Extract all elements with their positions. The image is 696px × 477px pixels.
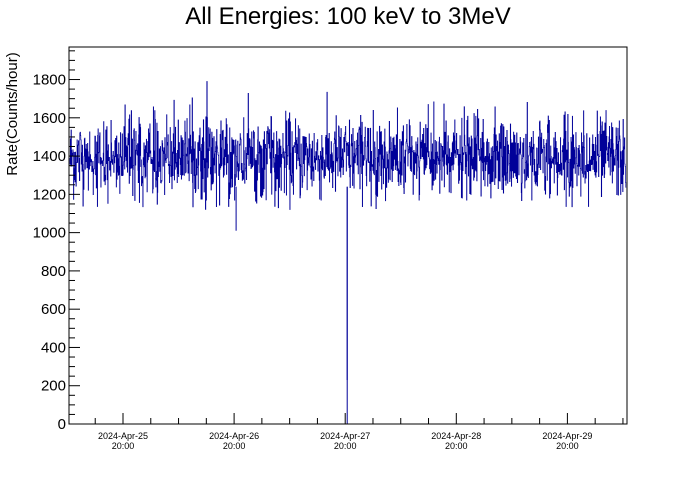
- y-tick-label: 1600: [33, 110, 66, 127]
- y-tick-label: 400: [41, 339, 66, 356]
- x-tick-time-label: 20:00: [223, 441, 246, 451]
- y-tick-label: 1000: [33, 225, 66, 242]
- y-tick-label: 0: [58, 416, 66, 433]
- x-tick-time-label: 20:00: [334, 441, 357, 451]
- series-line: [69, 81, 627, 210]
- x-tick-time-label: 20:00: [556, 441, 579, 451]
- y-tick-label: 800: [41, 263, 66, 280]
- y-tick-label: 1400: [33, 148, 66, 165]
- x-tick-date-label: 2024-Apr-26: [209, 431, 259, 441]
- x-tick-date-label: 2024-Apr-29: [542, 431, 592, 441]
- chart-title: All Energies: 100 keV to 3MeV: [185, 3, 511, 30]
- y-axis-label: Rate(Counts/hour): [4, 52, 21, 175]
- x-tick-date-label: 2024-Apr-25: [98, 431, 148, 441]
- y-tick-label: 200: [41, 378, 66, 395]
- plot-frame: [68, 46, 628, 425]
- y-tick-label: 1200: [33, 186, 66, 203]
- y-tick-label: 1800: [33, 72, 66, 89]
- x-tick-date-label: 2024-Apr-27: [320, 431, 370, 441]
- x-tick-time-label: 20:00: [445, 441, 468, 451]
- x-tick-date-label: 2024-Apr-28: [431, 431, 481, 441]
- y-tick-label: 600: [41, 301, 66, 318]
- x-tick-time-label: 20:00: [112, 441, 135, 451]
- series-layer: [69, 81, 627, 424]
- axes-layer: 0 200 400 600 800 1000 1200 1400 1600 1800 2024-Ap…: [33, 46, 628, 451]
